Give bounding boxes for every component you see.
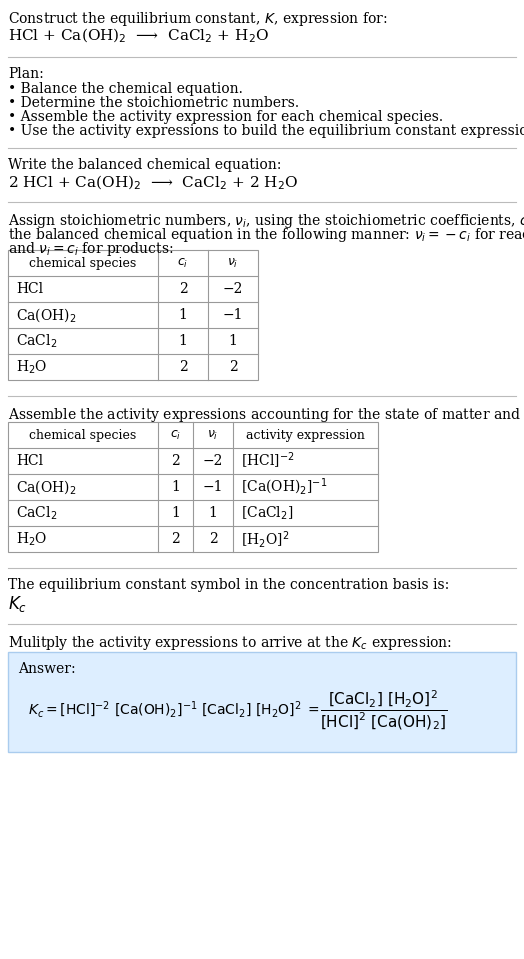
- Text: Write the balanced chemical equation:: Write the balanced chemical equation:: [8, 158, 281, 172]
- Text: 2: 2: [228, 360, 237, 374]
- Text: $K_c = [\mathrm{HCl}]^{-2}\ [\mathrm{Ca(OH)_2}]^{-1}\ [\mathrm{CaCl_2}]\ [\mathr: $K_c = [\mathrm{HCl}]^{-2}\ [\mathrm{Ca(…: [28, 700, 320, 720]
- Text: $c_i$: $c_i$: [170, 429, 181, 441]
- Text: 1: 1: [179, 308, 188, 322]
- Text: Ca(OH)$_2$: Ca(OH)$_2$: [16, 479, 77, 496]
- Text: and $\nu_i = c_i$ for products:: and $\nu_i = c_i$ for products:: [8, 240, 173, 258]
- Text: −1: −1: [203, 480, 223, 494]
- Text: The equilibrium constant symbol in the concentration basis is:: The equilibrium constant symbol in the c…: [8, 578, 449, 592]
- Text: 2 HCl + Ca(OH)$_2$  ⟶  CaCl$_2$ + 2 H$_2$O: 2 HCl + Ca(OH)$_2$ ⟶ CaCl$_2$ + 2 H$_2$O: [8, 174, 298, 193]
- Text: Mulitply the activity expressions to arrive at the $K_c$ expression:: Mulitply the activity expressions to arr…: [8, 634, 452, 652]
- Text: H$_2$O: H$_2$O: [16, 530, 47, 548]
- Text: activity expression: activity expression: [246, 429, 365, 441]
- Text: 1: 1: [171, 506, 180, 520]
- Text: chemical species: chemical species: [29, 256, 137, 269]
- Text: Ca(OH)$_2$: Ca(OH)$_2$: [16, 306, 77, 324]
- Text: HCl: HCl: [16, 454, 43, 468]
- Text: 2: 2: [179, 360, 188, 374]
- Text: [CaCl$_2$]: [CaCl$_2$]: [241, 504, 293, 522]
- Text: HCl: HCl: [16, 282, 43, 296]
- Text: 2: 2: [209, 532, 217, 546]
- Text: • Determine the stoichiometric numbers.: • Determine the stoichiometric numbers.: [8, 96, 299, 110]
- Bar: [8, 652, 516, 752]
- Text: • Assemble the activity expression for each chemical species.: • Assemble the activity expression for e…: [8, 110, 443, 124]
- Text: Assemble the activity expressions accounting for the state of matter and $\nu_i$: Assemble the activity expressions accoun…: [8, 406, 524, 424]
- Bar: [8, 250, 258, 380]
- Text: CaCl$_2$: CaCl$_2$: [16, 504, 57, 522]
- Text: 2: 2: [171, 454, 180, 468]
- Text: the balanced chemical equation in the following manner: $\nu_i = -c_i$ for react: the balanced chemical equation in the fo…: [8, 226, 524, 244]
- Text: [Ca(OH)$_2$]$^{-1}$: [Ca(OH)$_2$]$^{-1}$: [241, 477, 328, 497]
- Bar: [8, 422, 378, 552]
- Text: $\nu_i$: $\nu_i$: [227, 256, 239, 269]
- Text: chemical species: chemical species: [29, 429, 137, 441]
- Text: • Use the activity expressions to build the equilibrium constant expression.: • Use the activity expressions to build …: [8, 124, 524, 138]
- Text: 1: 1: [179, 334, 188, 348]
- Text: −2: −2: [223, 282, 243, 296]
- Text: $\dfrac{[\mathrm{CaCl_2}]\ [\mathrm{H_2O}]^2}{[\mathrm{HCl}]^2\ [\mathrm{Ca(OH)_: $\dfrac{[\mathrm{CaCl_2}]\ [\mathrm{H_2O…: [320, 689, 447, 732]
- Text: Answer:: Answer:: [18, 662, 75, 676]
- Text: CaCl$_2$: CaCl$_2$: [16, 333, 57, 350]
- Text: [HCl]$^{-2}$: [HCl]$^{-2}$: [241, 451, 294, 471]
- Text: Construct the equilibrium constant, $K$, expression for:: Construct the equilibrium constant, $K$,…: [8, 10, 388, 28]
- Text: Plan:: Plan:: [8, 67, 43, 81]
- Text: Assign stoichiometric numbers, $\nu_i$, using the stoichiometric coefficients, $: Assign stoichiometric numbers, $\nu_i$, …: [8, 212, 524, 230]
- Text: 2: 2: [171, 532, 180, 546]
- Text: $\nu_i$: $\nu_i$: [208, 429, 219, 441]
- Text: $K_c$: $K_c$: [8, 594, 27, 614]
- Text: 2: 2: [179, 282, 188, 296]
- Text: 1: 1: [228, 334, 237, 348]
- Text: H$_2$O: H$_2$O: [16, 359, 47, 376]
- Text: $c_i$: $c_i$: [177, 256, 189, 269]
- Text: −2: −2: [203, 454, 223, 468]
- Text: HCl + Ca(OH)$_2$  ⟶  CaCl$_2$ + H$_2$O: HCl + Ca(OH)$_2$ ⟶ CaCl$_2$ + H$_2$O: [8, 27, 269, 45]
- Text: 1: 1: [209, 506, 217, 520]
- Text: • Balance the chemical equation.: • Balance the chemical equation.: [8, 82, 243, 96]
- Text: −1: −1: [223, 308, 243, 322]
- Text: [H$_2$O]$^2$: [H$_2$O]$^2$: [241, 528, 289, 550]
- Text: 1: 1: [171, 480, 180, 494]
